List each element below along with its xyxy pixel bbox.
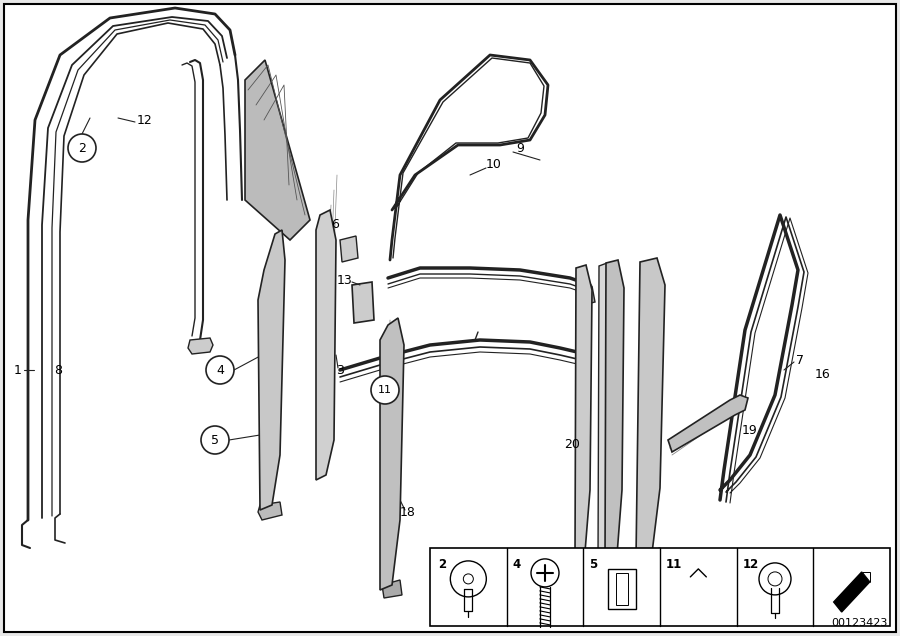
- Text: 18: 18: [400, 506, 416, 518]
- Text: 3: 3: [336, 364, 344, 377]
- Polygon shape: [598, 263, 612, 562]
- Polygon shape: [380, 318, 404, 590]
- Text: 6: 6: [331, 219, 339, 232]
- Text: 16: 16: [815, 368, 831, 382]
- Bar: [608, 569, 635, 609]
- Polygon shape: [245, 60, 310, 240]
- Polygon shape: [668, 395, 748, 452]
- Text: 5: 5: [590, 558, 598, 571]
- Text: 00123423: 00123423: [832, 618, 888, 628]
- Circle shape: [450, 561, 486, 597]
- Text: 1: 1: [14, 364, 22, 377]
- Circle shape: [201, 426, 229, 454]
- Text: 2: 2: [438, 558, 446, 571]
- Text: 17: 17: [672, 555, 688, 569]
- Text: 11: 11: [666, 558, 682, 571]
- Text: 15: 15: [600, 560, 616, 574]
- Text: 8: 8: [54, 364, 62, 377]
- Polygon shape: [676, 605, 720, 613]
- Circle shape: [759, 563, 791, 595]
- Text: 10: 10: [486, 158, 502, 172]
- Polygon shape: [861, 572, 869, 582]
- Text: 14: 14: [592, 565, 608, 579]
- Polygon shape: [833, 572, 869, 612]
- Polygon shape: [382, 580, 402, 598]
- Text: 5: 5: [211, 434, 219, 446]
- Polygon shape: [575, 265, 592, 556]
- Text: 19: 19: [742, 424, 758, 436]
- Text: 2: 2: [78, 141, 86, 155]
- Text: 20: 20: [564, 438, 580, 452]
- Bar: [430, 548, 890, 626]
- Text: 4: 4: [513, 558, 521, 571]
- Text: 13: 13: [338, 273, 353, 286]
- Polygon shape: [599, 581, 608, 589]
- Bar: [616, 573, 627, 605]
- Circle shape: [206, 356, 234, 384]
- Polygon shape: [258, 230, 285, 510]
- Polygon shape: [635, 581, 644, 589]
- Polygon shape: [352, 282, 374, 323]
- Circle shape: [371, 376, 399, 404]
- Text: 7: 7: [796, 354, 804, 366]
- Polygon shape: [712, 581, 718, 603]
- Text: 4: 4: [216, 364, 224, 377]
- Polygon shape: [682, 577, 715, 605]
- Polygon shape: [679, 581, 684, 603]
- Polygon shape: [576, 286, 595, 306]
- Circle shape: [68, 134, 96, 162]
- Text: 12: 12: [137, 113, 153, 127]
- Text: 9: 9: [516, 141, 524, 155]
- Polygon shape: [636, 258, 665, 558]
- Text: 12: 12: [742, 558, 759, 571]
- Polygon shape: [605, 260, 624, 560]
- Polygon shape: [340, 236, 358, 262]
- Polygon shape: [316, 210, 336, 480]
- Text: 11: 11: [378, 385, 392, 395]
- Polygon shape: [258, 502, 282, 520]
- Polygon shape: [188, 338, 213, 354]
- Circle shape: [531, 559, 559, 587]
- Polygon shape: [638, 548, 663, 568]
